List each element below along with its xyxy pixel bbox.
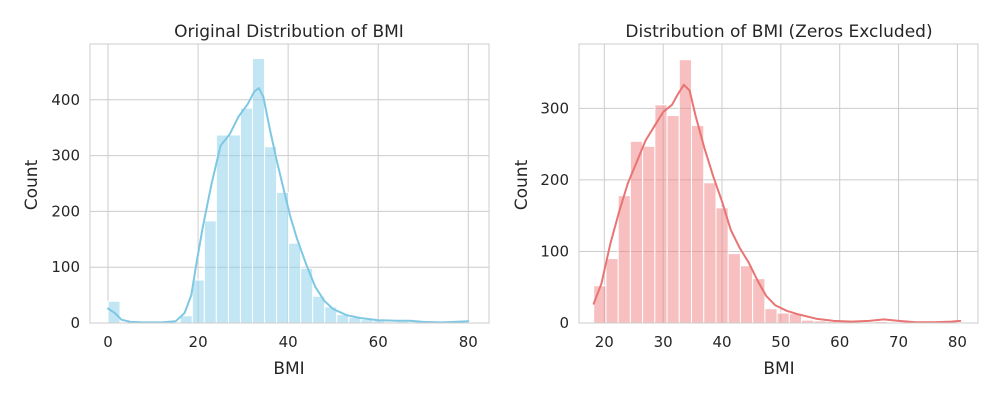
right-histogram-bar-9 — [703, 182, 717, 324]
left-histogram-bar-6 — [179, 315, 193, 324]
right-x-tick-label-0: 20 — [595, 333, 614, 351]
right-x-tick-label-1: 30 — [654, 333, 673, 351]
right-y-axis-label: Count — [512, 159, 532, 210]
right-axes-frame — [578, 43, 979, 324]
left-x-tick-label-3: 60 — [369, 333, 388, 351]
right-histogram-bar-7 — [678, 59, 693, 324]
left-y-tick-label-1: 100 — [51, 258, 80, 276]
left-chart-panel: Original Distribution of BMI BMI Count 0… — [22, 22, 490, 379]
right-y-tick-label-2: 200 — [540, 171, 569, 189]
right-histogram-bar-6 — [666, 115, 680, 324]
right-histogram-bar-2 — [617, 195, 631, 324]
left-x-tick-label-0: 0 — [103, 333, 113, 351]
right-histogram-bar-10 — [715, 207, 729, 324]
left-x-tick-label-2: 40 — [279, 333, 298, 351]
right-chart-panel: Distribution of BMI (Zeros Excluded) BMI… — [512, 22, 979, 379]
left-histogram-bar-7 — [191, 279, 205, 324]
right-x-tick-label-6: 80 — [948, 333, 967, 351]
right-histogram-bar-8 — [691, 125, 705, 324]
left-x-tick-label-4: 80 — [459, 333, 478, 351]
right-histogram-bars — [593, 59, 962, 324]
right-histogram-bar-3 — [629, 140, 644, 324]
right-histogram-bar-15 — [776, 312, 790, 324]
left-chart-title: Original Distribution of BMI — [174, 22, 404, 42]
right-x-tick-label-3: 50 — [771, 333, 790, 351]
right-y-tick-label-0: 0 — [559, 314, 569, 332]
right-y-tick-label-3: 300 — [540, 99, 569, 117]
left-y-tick-label-4: 400 — [51, 91, 80, 109]
left-histogram-bar-9 — [215, 134, 229, 324]
left-histogram-bar-15 — [288, 242, 302, 324]
left-histogram-bar-11 — [239, 107, 253, 324]
left-kde-curve — [107, 87, 470, 324]
left-y-tick-label-3: 300 — [51, 147, 80, 165]
right-histogram-bar-14 — [764, 308, 778, 324]
right-x-tick-label-5: 70 — [889, 333, 908, 351]
left-histogram-bars — [107, 58, 470, 324]
right-histogram-bar-11 — [727, 253, 741, 324]
right-y-tick-label-1: 100 — [540, 242, 569, 260]
left-y-axis-label: Count — [22, 159, 42, 210]
right-x-axis-label: BMI — [763, 359, 794, 379]
right-histogram-bar-0 — [593, 285, 607, 324]
left-histogram-bar-10 — [227, 134, 241, 324]
left-histogram-bar-14 — [276, 191, 290, 324]
left-histogram-bar-13 — [264, 146, 278, 324]
left-x-tick-label-1: 20 — [189, 333, 208, 351]
right-histogram-bar-1 — [605, 258, 619, 324]
right-kde-curve — [592, 83, 962, 324]
left-x-axis-label: BMI — [273, 359, 304, 379]
right-chart-title: Distribution of BMI (Zeros Excluded) — [625, 22, 932, 42]
left-y-tick-label-2: 200 — [51, 202, 80, 220]
right-histogram-bar-4 — [642, 145, 656, 324]
right-histogram-bar-12 — [739, 265, 754, 324]
left-y-tick-label-0: 0 — [70, 314, 80, 332]
left-histogram-bar-8 — [203, 220, 217, 324]
right-histogram-bar-13 — [752, 278, 766, 324]
right-tick-labels: 20 30 40 50 60 70 80 0 100 200 300 — [540, 99, 967, 351]
left-tick-labels: 0 20 40 60 80 0 100 200 300 400 — [51, 91, 477, 351]
right-histogram-bar-5 — [654, 104, 668, 324]
left-axes-frame — [89, 43, 490, 324]
right-x-tick-label-4: 60 — [830, 333, 849, 351]
right-x-tick-label-2: 40 — [712, 333, 731, 351]
